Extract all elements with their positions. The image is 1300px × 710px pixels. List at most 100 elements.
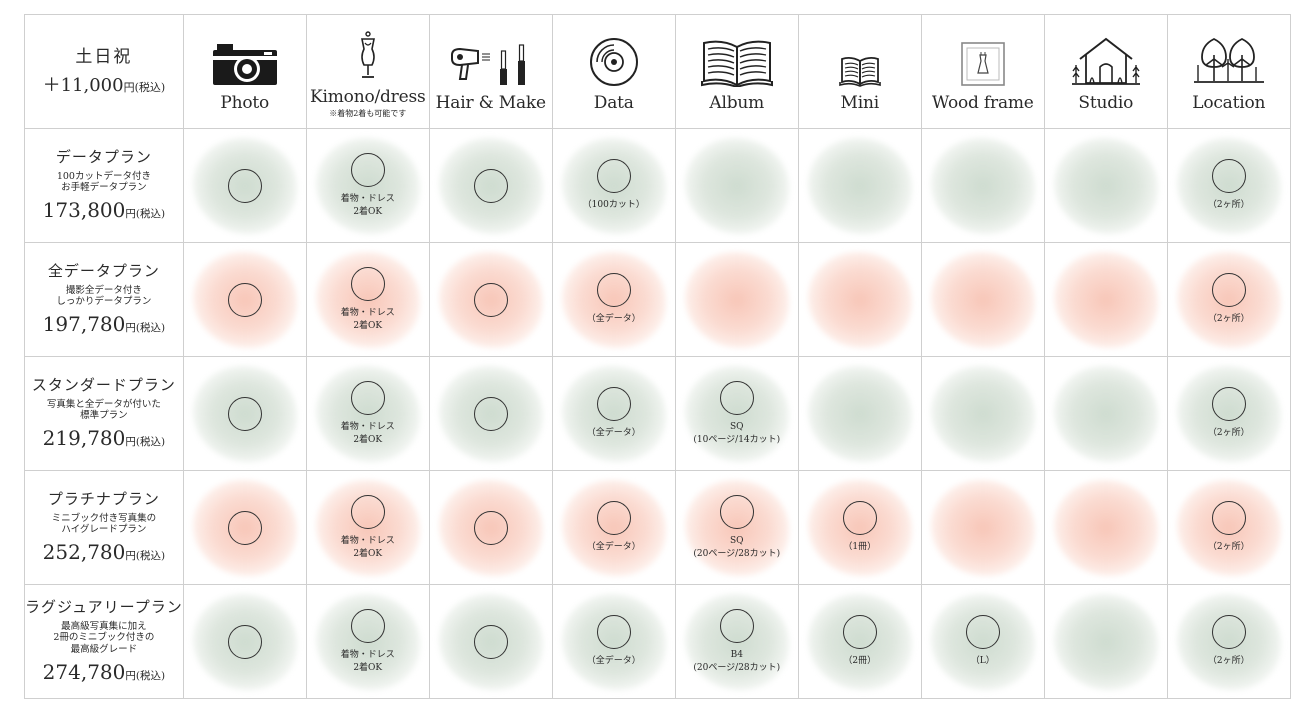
small-book-icon xyxy=(799,31,920,87)
option-note: SQ (20ページ/28カット) xyxy=(693,536,781,559)
included-circle-icon xyxy=(227,282,262,317)
plan-price: 274,780 xyxy=(42,660,126,685)
included-circle-icon xyxy=(350,609,385,644)
column-label: Location xyxy=(1192,92,1266,113)
column-label: Wood frame xyxy=(931,92,1034,113)
option-note: SQ (10ページ/14カット) xyxy=(693,422,781,445)
included-circle-icon xyxy=(842,615,877,650)
included-circle-icon xyxy=(842,501,877,536)
option-cell-album: SQ (10ページ/14カット) xyxy=(674,356,799,471)
column-header-hair-make: Hair & Make xyxy=(428,14,553,129)
weekend-label: 土日祝 xyxy=(75,46,133,67)
camera-icon xyxy=(184,31,305,87)
option-cell-studio xyxy=(1043,470,1168,585)
studio-house-icon xyxy=(1045,31,1166,87)
option-cell-wood-frame xyxy=(920,242,1045,357)
watercolor-background xyxy=(807,251,912,348)
plan-name: 全データプラン xyxy=(47,261,160,280)
option-note: （L） xyxy=(970,656,995,667)
option-note: 着物・ドレス 2着OK xyxy=(340,308,395,331)
option-cell-mini xyxy=(797,356,922,471)
option-cell-mini xyxy=(797,128,922,243)
option-cell-location: （2ヶ所） xyxy=(1166,128,1291,243)
included-circle-icon xyxy=(473,510,508,545)
option-cell-photo xyxy=(182,356,307,471)
option-note: 着物・ドレス 2着OK xyxy=(340,536,395,559)
watercolor-background xyxy=(930,365,1035,462)
plan-price: 252,780 xyxy=(42,540,126,565)
option-cell-studio xyxy=(1043,242,1168,357)
plan-label-cell: ラグジュアリープラン 最高級写真集に加え 2冊のミニブック付きの 最高級グレード 2… xyxy=(24,584,184,699)
column-label: Studio xyxy=(1078,92,1134,113)
column-header-mini: Mini xyxy=(797,14,922,129)
included-circle-icon xyxy=(350,153,385,188)
included-circle-icon xyxy=(350,495,385,530)
included-circle-icon xyxy=(596,615,631,650)
open-book-icon xyxy=(676,31,797,87)
plan-comparison-table: 土日祝 ＋11,000円(税込) Photo xyxy=(24,14,1291,699)
plan-price: 219,780 xyxy=(42,426,126,451)
option-note: （2ヶ所） xyxy=(1207,314,1250,325)
included-circle-icon xyxy=(227,396,262,431)
option-note: （全データ） xyxy=(586,314,641,325)
plan-row: プラチナプラン ミニブック付き写真集の ハイグレードプラン 252,780円(税込)… xyxy=(24,470,1291,585)
watercolor-background xyxy=(1053,593,1158,690)
option-note: （100カット） xyxy=(582,200,645,211)
plan-row: ラグジュアリープラン 最高級写真集に加え 2冊のミニブック付きの 最高級グレード 2… xyxy=(24,584,1291,699)
plan-row: スタンダードプラン 写真集と全データが付いた 標準プラン 219,780円(税込) 着… xyxy=(24,356,1291,471)
option-note: 着物・ドレス 2着OK xyxy=(340,422,395,445)
trees-icon xyxy=(1168,31,1289,87)
option-note: B4 (20ページ/28カット) xyxy=(693,650,781,673)
column-label: Kimono/dress xyxy=(310,86,426,107)
option-cell-wood-frame: （L） xyxy=(920,584,1045,699)
included-circle-icon xyxy=(227,510,262,545)
option-cell-location: （2ヶ所） xyxy=(1166,470,1291,585)
option-cell-studio xyxy=(1043,128,1168,243)
option-cell-wood-frame xyxy=(920,470,1045,585)
option-cell-album xyxy=(674,242,799,357)
option-cell-wood-frame xyxy=(920,128,1045,243)
option-note: （2ヶ所） xyxy=(1207,656,1250,667)
included-circle-icon xyxy=(1211,615,1246,650)
option-note: （2冊） xyxy=(843,656,877,667)
option-cell-album xyxy=(674,128,799,243)
included-circle-icon xyxy=(596,387,631,422)
option-note: 着物・ドレス 2着OK xyxy=(340,194,395,217)
column-label: Hair & Make xyxy=(435,92,546,113)
watercolor-background xyxy=(807,365,912,462)
included-circle-icon xyxy=(473,168,508,203)
watercolor-background xyxy=(684,251,789,348)
plan-price: 197,780 xyxy=(42,312,126,337)
option-cell-hair-make xyxy=(428,470,553,585)
included-circle-icon xyxy=(473,624,508,659)
plan-description: 100カットデータ付き お手軽データプラン xyxy=(56,170,151,194)
option-cell-wood-frame xyxy=(920,356,1045,471)
option-cell-data: （100カット） xyxy=(551,128,676,243)
option-cell-data: （全データ） xyxy=(551,356,676,471)
option-cell-studio xyxy=(1043,584,1168,699)
option-cell-photo xyxy=(182,128,307,243)
option-cell-kimono-dress: 着物・ドレス 2着OK xyxy=(305,584,430,699)
watercolor-background xyxy=(1053,365,1158,462)
plan-price-unit: 円(税込) xyxy=(125,670,166,683)
option-cell-photo xyxy=(182,584,307,699)
plan-description: 撮影全データ付き しっかりデータプラン xyxy=(56,284,152,308)
option-note: （1冊） xyxy=(843,542,877,553)
watercolor-background xyxy=(930,479,1035,576)
option-cell-kimono-dress: 着物・ドレス 2着OK xyxy=(305,356,430,471)
plan-price-unit: 円(税込) xyxy=(125,436,166,449)
option-cell-photo xyxy=(182,242,307,357)
included-circle-icon xyxy=(596,159,631,194)
column-header-kimono-dress: Kimono/dress ※着物2着も可能です xyxy=(305,14,430,129)
column-header-data: Data xyxy=(551,14,676,129)
included-circle-icon xyxy=(1211,387,1246,422)
option-cell-location: （2ヶ所） xyxy=(1166,356,1291,471)
option-cell-data: （全データ） xyxy=(551,242,676,357)
option-cell-album: SQ (20ページ/28カット) xyxy=(674,470,799,585)
option-note: （2ヶ所） xyxy=(1207,428,1250,439)
option-cell-data: （全データ） xyxy=(551,584,676,699)
column-header-photo: Photo xyxy=(182,14,307,129)
included-circle-icon xyxy=(350,267,385,302)
included-circle-icon xyxy=(473,396,508,431)
option-note: （2ヶ所） xyxy=(1207,542,1250,553)
